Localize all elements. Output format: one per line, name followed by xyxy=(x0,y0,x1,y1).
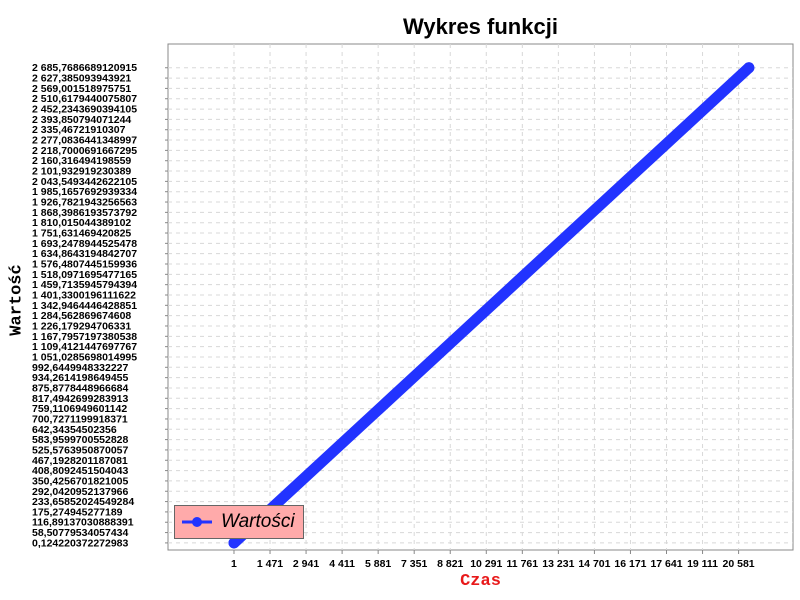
y-tick-label: 1 342,9464446428851 xyxy=(32,300,137,312)
y-tick-label: 1 401,3300196111622 xyxy=(32,289,136,301)
y-tick-label: 2 218,7000691667295 xyxy=(32,145,137,157)
y-tick-label: 1 109,4121447697767 xyxy=(32,341,137,353)
y-tick-label: 700,7271199918371 xyxy=(32,413,128,425)
x-tick-label: 8 821 xyxy=(437,558,463,570)
x-tick-label: 1 471 xyxy=(257,558,283,570)
y-tick-label: 525,5763950870057 xyxy=(32,444,129,456)
x-tick-label: 1 xyxy=(231,558,237,570)
y-tick-label: 292,0420952137966 xyxy=(32,486,129,498)
y-tick-label: 2 452,2343690394105 xyxy=(32,104,137,116)
y-tick-label: 1 167,7957197380538 xyxy=(32,331,137,343)
y-tick-label: 2 160,316494198559 xyxy=(32,155,131,167)
y-tick-label: 1 051,0285698014995 xyxy=(32,351,137,363)
x-tick-label: 4 411 xyxy=(329,558,355,570)
y-tick-label: 408,8092451504043 xyxy=(32,465,129,477)
y-tick-label: 2 043,5493442622105 xyxy=(32,176,137,188)
y-tick-label: 2 510,6179440075807 xyxy=(32,93,137,105)
x-tick-label: 17 641 xyxy=(650,558,682,570)
x-tick-label: 7 351 xyxy=(401,558,427,570)
y-tick-label: 467,1928201187081 xyxy=(32,455,128,467)
y-axis-label: Wartość xyxy=(7,264,27,336)
x-tick-label: 11 761 xyxy=(507,558,539,570)
y-tick-label: 992,6449948332227 xyxy=(32,362,129,374)
x-axis-label: Czas xyxy=(460,572,501,591)
y-tick-label: 642,34354502356 xyxy=(32,424,117,436)
y-tick-label: 1 226,179294706331 xyxy=(32,320,131,332)
grid-layer xyxy=(168,44,793,550)
x-tick-label: 20 581 xyxy=(723,558,755,570)
y-tick-label: 0,124220372272983 xyxy=(32,537,129,549)
y-tick-label: 233,65852024549284 xyxy=(32,496,134,508)
y-tick-label: 175,274945277189 xyxy=(32,506,123,518)
y-tick-label: 116,89137030888391 xyxy=(32,517,134,529)
legend-swatch xyxy=(182,517,212,527)
y-tick-label: 1 634,8643194842707 xyxy=(32,248,137,260)
y-tick-label: 1 459,7135945794394 xyxy=(32,279,137,291)
y-tick-label: 1 284,562869674608 xyxy=(32,310,131,322)
y-tick-label: 817,4942699283913 xyxy=(32,393,129,405)
y-tick-label: 2 393,850794071244 xyxy=(32,114,131,126)
x-tick-label: 19 111 xyxy=(687,558,718,570)
y-tick-label: 2 685,7686689120915 xyxy=(32,62,137,74)
y-tick-label: 2 101,932919230389 xyxy=(32,166,131,178)
x-tick-label: 10 291 xyxy=(470,558,502,570)
y-tick-label: 1 868,3986193573792 xyxy=(32,207,137,219)
x-tick-label: 2 941 xyxy=(293,558,319,570)
y-tick-label: 2 277,0836441348997 xyxy=(32,135,137,147)
y-tick-label: 583,9599700552828 xyxy=(32,434,129,446)
y-tick-label: 2 569,001518975751 xyxy=(32,83,131,95)
y-tick-label: 1 810,015044389102 xyxy=(32,217,131,229)
y-tick-label: 2 627,385093943921 xyxy=(32,73,131,85)
y-tick-label: 1 985,1657692939334 xyxy=(32,186,137,198)
x-tick-label: 14 701 xyxy=(578,558,610,570)
y-tick-label: 759,1106949601142 xyxy=(32,403,127,415)
y-tick-label: 1 518,0971695477165 xyxy=(32,269,137,281)
y-tick-label: 1 693,2478944525478 xyxy=(32,238,137,250)
chart-title: Wykres funkcji xyxy=(403,14,558,39)
x-tick-label: 13 231 xyxy=(542,558,574,570)
y-tick-label: 2 335,46721910307 xyxy=(32,124,126,136)
legend-entry-label: Wartości xyxy=(221,511,295,532)
y-tick-label: 1 751,631469420825 xyxy=(32,228,131,240)
y-tick-label: 1 926,7821943256563 xyxy=(32,197,137,209)
legend: Wartości xyxy=(174,505,304,539)
y-tick-label: 1 576,4807445159936 xyxy=(32,259,137,271)
y-tick-label: 875,8778448966684 xyxy=(32,382,129,394)
series-layer xyxy=(228,62,755,549)
series-point xyxy=(743,62,755,74)
x-tick-label: 16 171 xyxy=(614,558,646,570)
y-tick-label: 58,50779534057434 xyxy=(32,527,129,539)
x-axis-ticks: 1 1 471 2 941 4 411 5 881 7 351 8 821 10 291 11 … xyxy=(231,550,755,570)
series-point xyxy=(228,537,240,549)
series-line xyxy=(228,62,755,549)
y-axis-ticks: 0,12422037227298358,50779534057434116,89… xyxy=(32,62,168,549)
y-tick-label: 934,2614198649455 xyxy=(32,372,129,384)
x-tick-label: 5 881 xyxy=(365,558,391,570)
y-tick-label: 350,4256701821005 xyxy=(32,475,129,487)
